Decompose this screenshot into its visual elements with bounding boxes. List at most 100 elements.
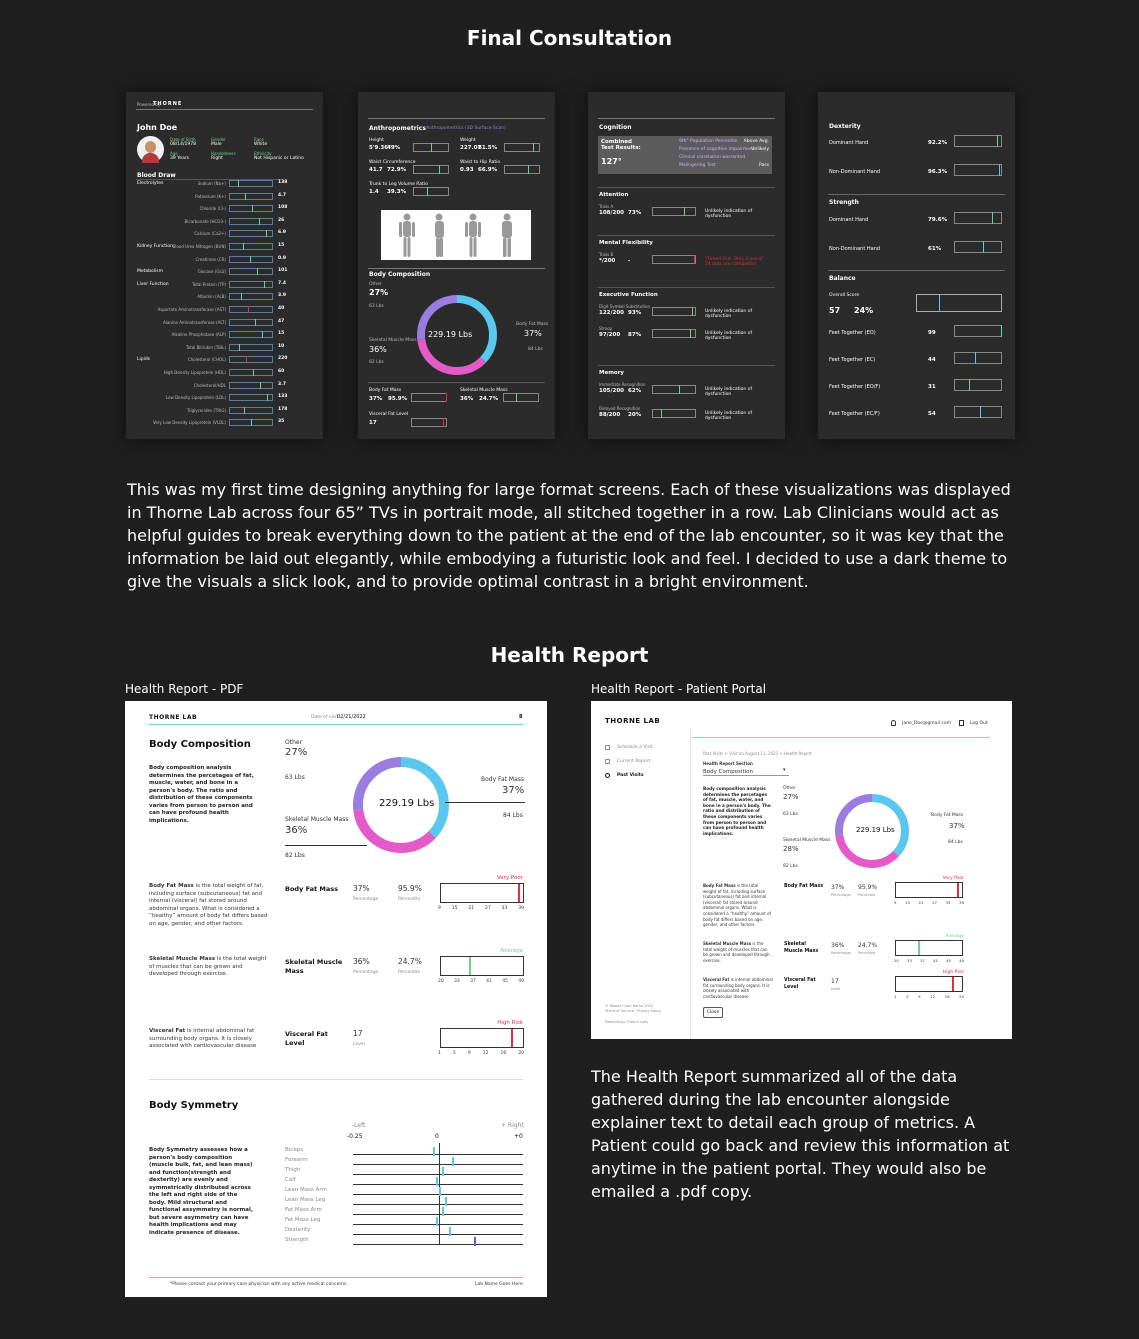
anthro-metric-pct: 81.5%: [478, 145, 498, 151]
pdf-other-lbs: 63 Lbs: [285, 774, 305, 781]
portal-text: Body composition analysis determines the…: [703, 786, 771, 836]
pdf-metric-marker: [517, 884, 520, 902]
pdf-symmetry-row-line: [353, 1204, 523, 1205]
anthro-metric-marker: [527, 165, 529, 174]
portal-metric-status: High Risk: [942, 970, 964, 975]
portal-nav-schedule-a-visit[interactable]: Schedule a Visit: [617, 745, 653, 750]
fat-pct: 37%: [524, 329, 542, 338]
blood-row-label: Aspartate Aminotransferase (AST): [157, 307, 226, 312]
portal-metric-tick: 49: [959, 958, 964, 963]
portal-metric-marker: [957, 883, 960, 897]
combined-line-label: 9th° Population Percentile: [679, 139, 738, 144]
pdf-fat-lbs: 84 Lbs: [503, 812, 523, 819]
pdf-donut-muscle: [353, 757, 449, 853]
other-lbs: 63 Lbs: [369, 304, 384, 309]
pdf-report-page: THORNE LAB Date of visit: 02/21/2022 8 B…: [125, 701, 547, 1297]
pdf-metric-value-1: 17: [353, 1029, 363, 1038]
portal-user-email[interactable]: Jane_Doe@gmail.com: [902, 721, 951, 726]
pdf-metric-value-1-label: Percentage: [353, 897, 379, 902]
portal-nav-current-report[interactable]: Current Report: [617, 759, 651, 764]
portal-donut-muscle: [835, 794, 909, 868]
donut-muscle-segment: [417, 295, 497, 375]
pdf-symmetry-row-label: Lean Mass Arm: [285, 1187, 327, 1193]
anthro-metric-bar: [413, 165, 449, 174]
portal-breadcrumb[interactable]: Past Visits > Visit on August 11, 2021 >…: [703, 751, 812, 756]
donut-other-segment: [417, 295, 497, 375]
blood-row-bar: [229, 192, 273, 200]
portal-metric-tick: 37: [920, 958, 925, 963]
physical-row-value: 54: [928, 411, 936, 417]
patient-field-value: Not Hispanic or Latino: [254, 156, 304, 161]
pdf-symmetry-row-line: [353, 1174, 523, 1175]
cognition-marker: [679, 385, 681, 394]
portal-metric-tick: 33: [945, 900, 951, 905]
blood-group-label: Metabolism: [137, 269, 164, 275]
caption-portal: Health Report - Patient Portal: [591, 682, 767, 696]
anthro-metric-pct: 49%: [387, 145, 401, 151]
physical-row-value: 61%: [928, 246, 942, 252]
blood-row-bar: [229, 306, 273, 313]
cognition-section-title: Attention: [599, 192, 629, 198]
portal-metric-value-1-label: Percentage: [831, 893, 851, 897]
portal-footer-2[interactable]: Terms of Service · Privacy Policy: [605, 1009, 662, 1013]
logout-link[interactable]: Log Out: [970, 721, 988, 726]
pdf-metric-status: High Risk: [497, 1020, 523, 1026]
combined-results-box: Combined Test Results: 127° 9th° Populat…: [598, 136, 772, 174]
portal-metric-value-1: 37%: [831, 884, 845, 891]
cognition-divider: [598, 365, 775, 366]
blood-row-value: 220: [278, 356, 288, 362]
vf-mini-bar: [411, 418, 447, 427]
physical-row-bar: [954, 352, 1002, 364]
portal-metric-tick: 15: [905, 900, 910, 905]
pdf-symmetry-row-label: Fat Mass Arm: [285, 1207, 322, 1213]
blood-row-bar: [229, 293, 273, 301]
pdf-symmetry-row-line: [353, 1164, 523, 1165]
blood-row-label: Blood Urea Nitrogen (BUN): [172, 244, 227, 249]
powered-by-label: Powered by: [137, 102, 161, 107]
cognition-impression: Unlikely indication of dysfunction: [705, 309, 753, 319]
portal-nav-past-visits[interactable]: Past Visits: [617, 773, 644, 778]
pdf-symmetry-row-line: [353, 1214, 523, 1215]
pdf-scale-mid: 0: [435, 1133, 439, 1140]
pdf-symmetry-row-line: [353, 1234, 523, 1235]
blood-group-label: Electrolytes: [137, 181, 164, 186]
portal-metric-value-1: 17: [831, 978, 839, 985]
overall-bar: [916, 294, 1002, 312]
screen-blood-draw: Powered by THORNE John Doe Date of Birth…: [126, 92, 323, 439]
cognition-marker: [661, 409, 663, 418]
blood-row-value: 60: [278, 369, 285, 374]
cognition-score: 97/200: [599, 332, 621, 338]
combined-line-label: Malingering Test: [679, 163, 716, 168]
blood-row-label: Sodium (Na+): [197, 181, 226, 186]
blood-row-value: 47: [278, 318, 285, 324]
blood-row-marker: [244, 406, 245, 414]
portal-other-pct: 27%: [783, 793, 799, 801]
cognition-marker: [683, 207, 685, 216]
cognition-score: 88/200: [599, 412, 621, 418]
pdf-symmetry-marker: [445, 1197, 448, 1206]
pdf-metric-tick: 49: [518, 979, 524, 984]
pdf-left-label: -Left: [352, 1122, 366, 1129]
close-button[interactable]: Close: [703, 1007, 723, 1018]
cognition-impression: *Timed Out. Only 3 out of 24 dots are co…: [705, 257, 763, 267]
patient-field-value: 08/14/1978: [170, 142, 196, 147]
blood-row-label: High Density Lipoprotein (HDL): [163, 370, 226, 375]
combined-line-label: Clinical correlation warranted: [679, 155, 746, 160]
portal-metric-value-1-label: Percentage: [831, 951, 851, 955]
pdf-page-number: 8: [519, 714, 523, 720]
cognition-impression: Unlikely indication of dysfunction: [705, 387, 753, 397]
pdf-metric-marker: [469, 957, 471, 975]
anthro-metric-pct: 72.9%: [387, 167, 407, 173]
portal-section-select[interactable]: Body Composition ▾: [703, 767, 789, 776]
clock-icon: [605, 773, 610, 778]
bfm-mini-bar: [411, 393, 447, 402]
pdf-symmetry-text: Body Symmetry assesses how a person's bo…: [149, 1147, 253, 1236]
physical-row-bar: [954, 325, 1002, 337]
pdf-metric-tick: 21: [468, 906, 475, 911]
anthro-metric-bar: [504, 143, 540, 152]
pdf-symmetry-row-line: [353, 1224, 523, 1225]
pdf-metric-bar: [440, 956, 524, 976]
physical-row-bar: [954, 135, 1002, 147]
physical-row-label: Feet Together (EO/F): [829, 384, 881, 390]
cognition-bar: [652, 409, 696, 418]
